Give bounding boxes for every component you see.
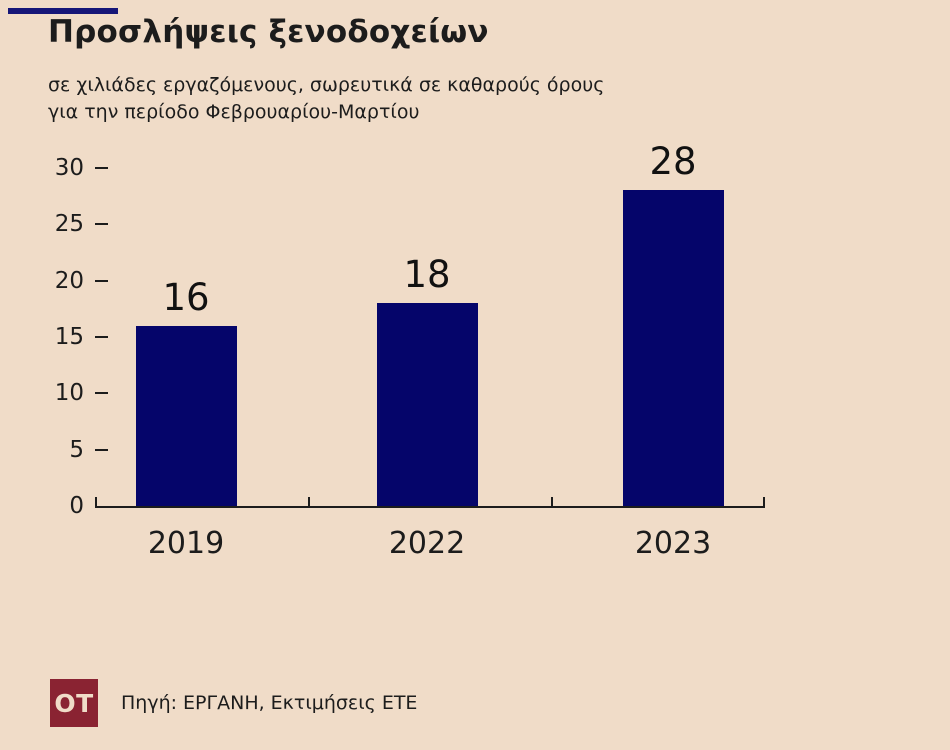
y-axis-tick-label: 20	[54, 267, 84, 294]
x-axis-line	[95, 506, 765, 508]
x-axis-category-label: 2023	[634, 526, 712, 561]
brand-accent-line	[8, 8, 118, 14]
y-axis-tick-mark	[95, 279, 108, 282]
bar-value-label: 28	[649, 140, 697, 183]
x-axis-tick-mark	[95, 497, 97, 506]
y-axis-tick-label: 0	[69, 493, 84, 519]
bar-2023	[623, 190, 724, 506]
y-axis-tick-label: 30	[54, 154, 84, 181]
x-axis-tick-mark	[551, 497, 553, 506]
y-axis-tick-mark	[95, 335, 108, 338]
bar-value-label: 18	[403, 253, 451, 296]
y-axis-tick-label: 5	[69, 436, 84, 463]
chart-subtitle: σε χιλιάδες εργαζόμενους, σωρευτικά σε κ…	[48, 72, 604, 126]
y-axis-tick-label: 15	[54, 323, 84, 350]
chart-subtitle-line-1: σε χιλιάδες εργαζόμενους, σωρευτικά σε κ…	[48, 74, 605, 96]
bar-2019	[136, 326, 237, 506]
y-axis-tick-mark	[95, 166, 108, 169]
x-axis-category-label: 2022	[388, 526, 466, 561]
chart-title: Προσλήψεις ξενοδοχείων	[48, 14, 489, 50]
x-axis-tick-mark	[763, 497, 765, 506]
ot-logo: OT	[50, 679, 98, 727]
source-text: Πηγή: ΕΡΓΑΝΗ, Εκτιμήσεις ΕΤΕ	[121, 692, 418, 714]
chart-subtitle-line-2: για την περίοδο Φεβρουαρίου-Μαρτίου	[48, 101, 420, 123]
y-axis-tick-mark	[95, 392, 108, 395]
y-axis-tick-mark	[95, 448, 108, 451]
bar-2022	[377, 303, 478, 506]
bar-value-label: 16	[162, 276, 210, 319]
y-axis-tick-label: 10	[54, 380, 84, 407]
y-axis-tick-label: 25	[54, 211, 84, 238]
x-axis-tick-mark	[308, 497, 310, 506]
y-axis-tick-mark	[95, 223, 108, 226]
x-axis-category-label: 2019	[147, 526, 225, 561]
